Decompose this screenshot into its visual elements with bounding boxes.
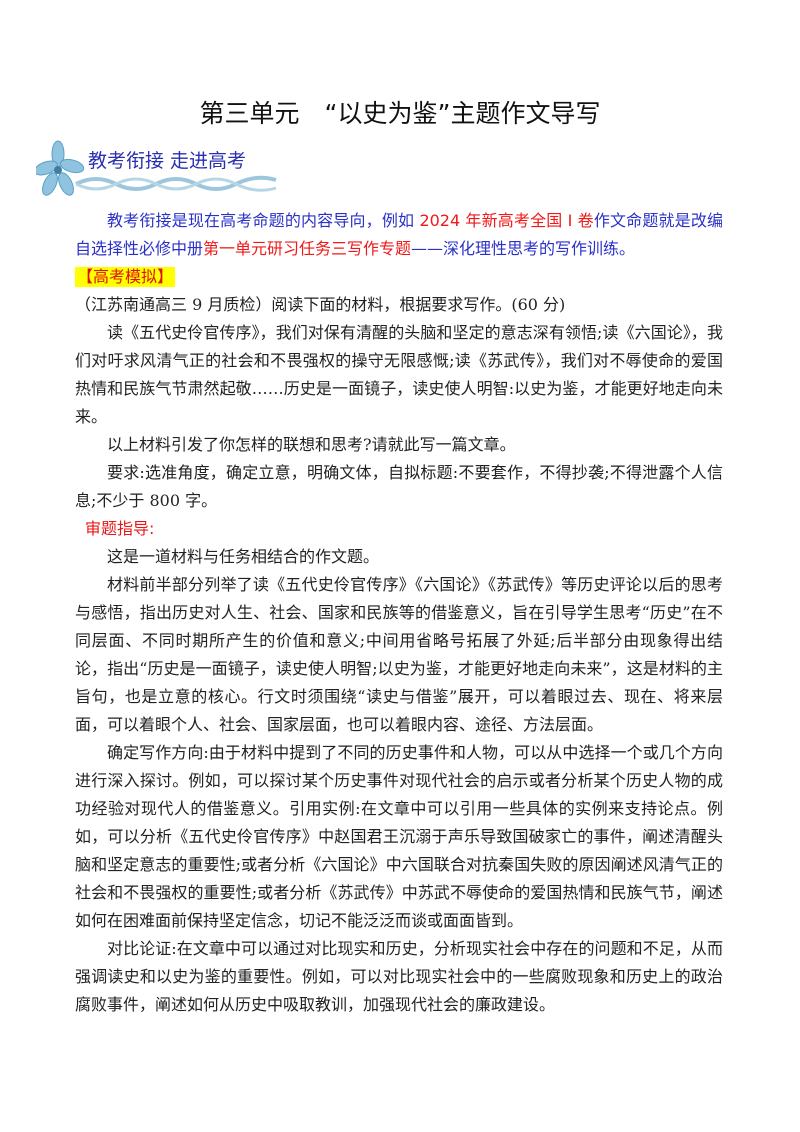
flower-ribbon-icon: [36, 140, 277, 196]
section-label: 教考衔接 走进高考: [88, 150, 247, 172]
intro-text: 教考衔接是现在高考命题的内容导向，例如: [107, 211, 420, 230]
prompt-requirements: 要求:选准角度，确定立意，明确文体，自拟标题:不要套作，不得抄袭;不得泄露个人信…: [75, 463, 723, 510]
prompt-material: 读《五代史伶官传序》，我们对保有清醒的头脑和坚定的意志深有领悟;读《六国论》，我…: [75, 323, 723, 426]
guide-paragraph: 这是一道材料与任务相结合的作文题。: [107, 547, 380, 566]
document-body: 教考衔接是现在高考命题的内容导向，例如 2024 年新高考全国 I 卷作文命题就…: [75, 207, 723, 1019]
guide-paragraph: 对比论证:在文章中可以通过对比现实和历史，分析现实社会中存在的问题和不足，从而强…: [75, 939, 723, 1014]
intro-text: 作文命题就是改编自选择性必修中册: [75, 211, 723, 258]
prompt-task: 以上材料引发了你怎样的联想和思考?请就此写一篇文章。: [107, 435, 516, 454]
exam-tag: 【高考模拟】: [75, 267, 176, 287]
guide-heading: 审题指导:: [85, 519, 155, 538]
guide-paragraph: 材料前半部分列举了读《五代史伶官传序》《六国论》《苏武传》等历史评论以后的思考与…: [75, 575, 723, 734]
guide-paragraph: 确定写作方向:由于材料中提到了不同的历史事件和人物，可以从中选择一个或几个方向进…: [75, 743, 723, 930]
intro-paragraph: 教考衔接是现在高考命题的内容导向，例如 2024 年新高考全国 I 卷作文命题就…: [75, 207, 723, 263]
intro-highlight: 2024 年新高考全国 I 卷: [419, 211, 594, 230]
intro-highlight: 第一单元研习任务三写作专题: [203, 239, 412, 258]
prompt-source: （江苏南通高三 9 月质检）阅读下面的材料，根据要求写作。(60 分): [75, 295, 566, 314]
intro-text: ——深化理性思考的写作训练。: [411, 239, 636, 258]
page-title: 第三单元 “以史为鉴”主题作文导写: [199, 99, 601, 128]
section-header: 教考衔接 走进高考: [36, 140, 296, 200]
